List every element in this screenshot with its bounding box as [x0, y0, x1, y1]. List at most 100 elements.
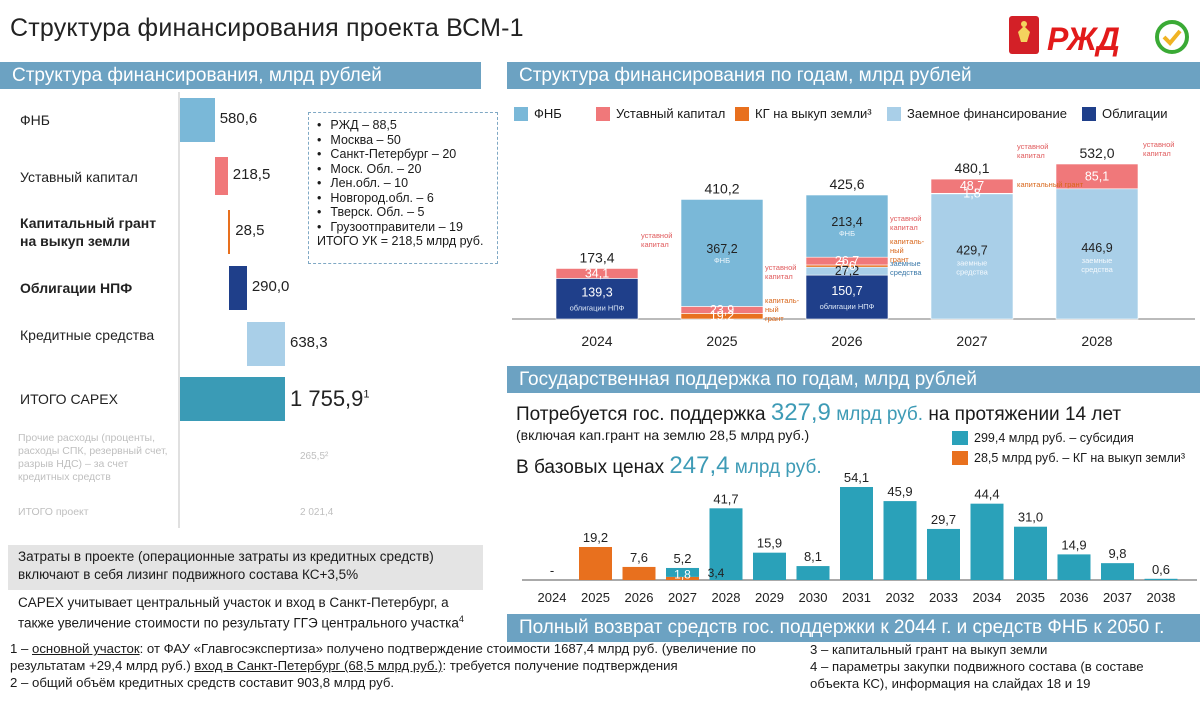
support-value-label: 45,9: [887, 484, 912, 499]
kg-value-label: 7,6: [838, 259, 855, 273]
uk-total: ИТОГО УК = 218,5 млрд руб.: [317, 234, 484, 248]
logo-group: РЖД: [1009, 16, 1189, 57]
uk-item: Моск. Обл. – 20: [317, 162, 491, 177]
support-kg-label: 3,4: [708, 566, 725, 580]
stacked-segment: [1055, 163, 1139, 190]
side-label-uk: капитал: [1017, 151, 1045, 160]
waterfall-bar: [180, 377, 285, 421]
support-bar-subsidy: [840, 487, 873, 580]
years-legend: ФНБ Уставный капитал КГ на выкуп земли³ …: [507, 102, 1200, 124]
legend-bonds: Облигации: [1082, 106, 1167, 121]
side-label-uk: уставной: [765, 263, 796, 272]
support-year-tick: 2032: [886, 590, 915, 605]
faint-label-total: ИТОГО проект: [18, 506, 89, 518]
faint-value-other: 265,5²: [300, 451, 329, 462]
loan-inner-label: средства: [1081, 265, 1113, 274]
support-value-label: 15,9: [757, 536, 782, 551]
waterfall-value-label: 218,5: [232, 166, 271, 183]
uk-value-label: 26,7: [835, 254, 859, 268]
side-label-kg: ный: [890, 246, 904, 255]
waterfall-bar: [229, 266, 247, 310]
support-year-tick: 2030: [799, 590, 828, 605]
support-year-tick: 2037: [1103, 590, 1132, 605]
support-year-tick: 2026: [625, 590, 654, 605]
waterfall-category-label: Уставный капитал: [20, 169, 138, 185]
support-value-label: 8,1: [804, 549, 822, 564]
side-label-kg: капитальный грант: [1017, 180, 1084, 189]
waterfall-category-label: ФНБ: [20, 112, 50, 128]
side-label-kg: ный: [765, 305, 779, 314]
support-year-tick: 2036: [1060, 590, 1089, 605]
stacked-segment: [930, 193, 1014, 320]
loan-value-label: 446,9: [1081, 241, 1112, 255]
support-bar-subsidy: [753, 552, 786, 580]
support-bar-kg: [579, 546, 612, 580]
stacked-segment: [805, 274, 889, 320]
fnb-inner-label: ФНБ: [839, 229, 855, 238]
uk-value-label: 23,9: [710, 303, 734, 317]
support-bar-subsidy: [883, 501, 917, 580]
side-label-kg: капиталь-: [765, 296, 800, 305]
page-title: Структура финансирования проекта ВСМ-1: [10, 14, 524, 42]
support-value-label: 54,1: [844, 470, 869, 485]
support-year-tick: 2031: [842, 590, 871, 605]
support-bar-subsidy: [1144, 578, 1178, 580]
support-value-label: -: [550, 563, 554, 578]
support-year-tick: 2024: [538, 590, 567, 605]
faint-value-total: 2 021,4: [300, 507, 334, 518]
uk-item: РЖД – 88,5: [317, 118, 491, 133]
support-year-tick: 2035: [1016, 590, 1045, 605]
support-value-label: 44,4: [974, 487, 999, 502]
kg-value-label: 1,8: [963, 187, 980, 201]
stacked-segment: [930, 178, 1014, 194]
support-value-label: 9,8: [1108, 546, 1126, 561]
waterfall-value-label: 290,0: [251, 278, 290, 295]
loan-value-label: 429,7: [956, 243, 987, 257]
side-label-uk: уставной: [641, 231, 672, 240]
support-year-tick: 2034: [973, 590, 1002, 605]
footnote-3: 3 – капитальный грант на выкуп земли: [810, 642, 1048, 657]
stacked-segment: [680, 199, 764, 307]
support-value-label: 5,2: [673, 551, 691, 566]
support-bar-subsidy: [927, 528, 960, 580]
support-value-label: 19,2: [583, 530, 608, 545]
uk-item: Москва – 50: [317, 133, 491, 148]
footnote-2: 2 – общий объём кредитных средств состав…: [10, 675, 395, 690]
total-label: 425,6: [829, 176, 864, 192]
waterfall-value-label: 1 755,91: [290, 386, 370, 411]
waterfall-category-label: Кредитные средства: [20, 327, 155, 343]
total-label: 173,4: [579, 249, 614, 265]
support-bar-subsidy: [1057, 554, 1091, 580]
uk-value-label: 48,7: [960, 179, 984, 193]
legend-kg: КГ на выкуп земли³: [735, 106, 872, 121]
support-year-tick: 2025: [581, 590, 610, 605]
support-year-tick: 2029: [755, 590, 784, 605]
waterfall-category-label: Облигации НПФ: [20, 280, 133, 296]
kg-value-label: 19,2: [710, 309, 734, 323]
legend-subsidy: 299,4 млрд руб. – субсидия: [952, 431, 1134, 445]
side-label-loan: средства: [890, 268, 922, 277]
waterfall-bar: [227, 210, 231, 254]
rzd-logo: РЖД: [1047, 21, 1120, 57]
support-value-label: 29,7: [931, 512, 956, 527]
faint-label-other: Прочие расходы (проценты, расходы СПК, р…: [18, 432, 168, 483]
support-value-label: 41,7: [713, 491, 738, 506]
legend-uk: Уставный капитал: [596, 106, 725, 121]
years-stacked-chart: 2024 173,4 139,3 облигации НПФ 34,1 2025 410,2…: [512, 140, 1195, 349]
side-label-uk: капитал: [641, 240, 669, 249]
stacked-segment: [805, 194, 889, 258]
side-label-uk: уставной: [890, 214, 921, 223]
support-year-tick: 2028: [712, 590, 741, 605]
support-bar-subsidy: [709, 508, 743, 580]
svg-text:РЖД: РЖД: [1047, 21, 1120, 57]
legend-loan: Заемное финансирование: [887, 106, 1067, 121]
fnb-inner-label: ФНБ: [714, 256, 730, 265]
support-bar-subsidy: [666, 567, 699, 577]
footnote-4: 4 – параметры закупки подвижного состава…: [810, 659, 1144, 691]
side-label-uk: уставной: [1017, 142, 1048, 151]
year-tick-label: 2026: [831, 333, 862, 349]
bonds-inner-label: облигации НПФ: [570, 304, 625, 313]
side-label-kg: капиталь-: [890, 237, 925, 246]
side-label-uk: капитал: [1143, 149, 1171, 158]
year-tick-label: 2028: [1081, 333, 1112, 349]
